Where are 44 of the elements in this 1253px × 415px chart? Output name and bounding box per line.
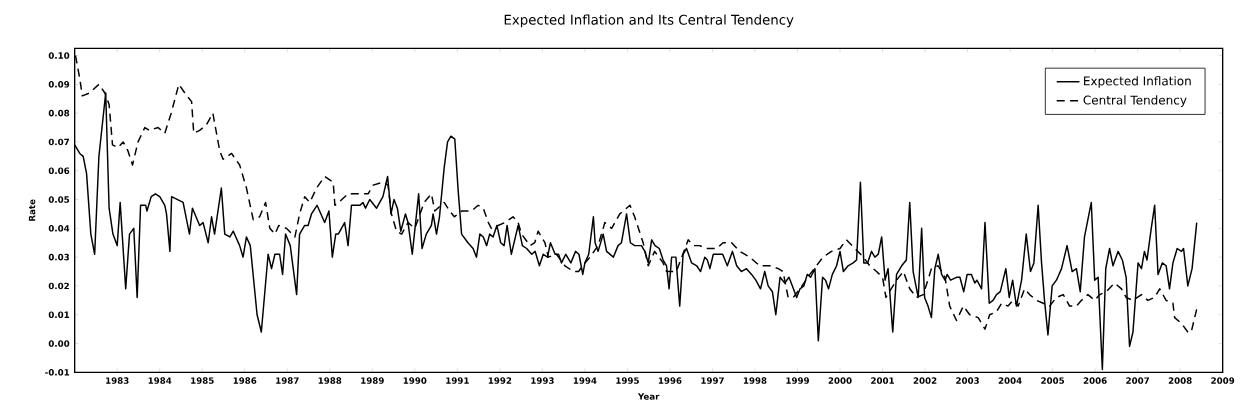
- legend-label: Central Tendency: [1083, 95, 1187, 107]
- x-tick-label: 1988: [318, 377, 342, 384]
- y-tick-label: 0.07: [48, 138, 69, 146]
- x-tick-label: 1983: [106, 377, 129, 384]
- x-tick-label: 2005: [1041, 377, 1065, 384]
- x-tick-label: 1986: [233, 377, 257, 384]
- x-tick-label: 1991: [446, 377, 469, 384]
- y-tick-label: -0.01: [45, 369, 70, 376]
- y-tick-label: 0.09: [48, 81, 70, 88]
- x-tick-label: 1999: [786, 377, 809, 384]
- x-tick-label: 1984: [148, 377, 172, 384]
- x-tick-label: 2004: [998, 377, 1022, 384]
- x-tick-label: 2009: [1211, 377, 1235, 384]
- x-tick-label: 1985: [191, 377, 214, 384]
- legend-label: Expected Inflation: [1084, 76, 1191, 88]
- x-tick-label: 1990: [403, 377, 427, 384]
- x-tick-label: 1994: [573, 377, 597, 384]
- y-axis-title: Rate: [28, 199, 36, 221]
- x-tick-label: 2006: [1083, 377, 1107, 384]
- y-tick-label: 0.03: [48, 253, 69, 261]
- y-tick-label: 0.08: [48, 109, 70, 117]
- x-tick-label: 2001: [871, 377, 894, 384]
- x-axis-title: Year: [637, 393, 660, 400]
- y-tick-label: 0.00: [48, 340, 70, 347]
- x-tick-label: 1987: [276, 377, 299, 384]
- x-tick-label: 2003: [956, 377, 979, 384]
- x-tick-label: 1995: [616, 377, 639, 384]
- y-tick-label: 0.04: [48, 225, 70, 232]
- x-tick-label: 1992: [488, 377, 512, 384]
- y-tick-label: 0.10: [48, 52, 70, 59]
- x-tick-label: 2002: [913, 377, 937, 384]
- x-tick-label: 1998: [743, 377, 767, 384]
- x-tick-label: 1989: [361, 377, 384, 384]
- x-tick-label: 2008: [1168, 377, 1192, 384]
- x-tick-label: 1993: [531, 377, 554, 384]
- y-tick-label: 0.01: [48, 311, 70, 319]
- y-tick-label: 0.02: [48, 282, 69, 290]
- x-tick-label: 2000: [828, 377, 852, 384]
- y-tick-label: 0.05: [48, 196, 70, 203]
- x-tick-label: 1997: [701, 377, 724, 384]
- x-tick-label: 1996: [658, 377, 682, 384]
- x-tick-label: 2007: [1126, 377, 1150, 384]
- y-tick-label: 0.06: [48, 167, 70, 175]
- chart-title: Expected Inflation and Its Central Tendency: [504, 14, 794, 28]
